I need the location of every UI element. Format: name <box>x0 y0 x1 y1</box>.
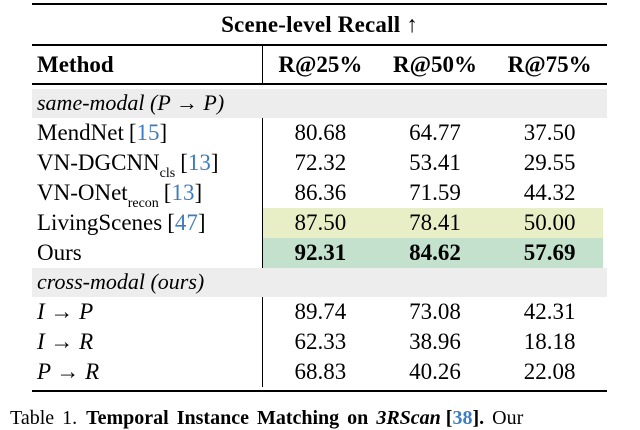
value-r25: 80.68 <box>294 119 347 145</box>
second-best-highlight: 87.50 78.41 50.00 <box>263 207 607 238</box>
value-r75: 44.32 <box>523 179 576 205</box>
caption-title: Temporal Instance Matching on <box>86 407 377 429</box>
table-row-vn-dgcnn: VN-DGCNN cls[13] 72.32 53.41 29.55 <box>32 147 607 180</box>
method-cell: I → R <box>32 326 263 357</box>
value-r25: 86.36 <box>294 179 347 205</box>
method-cell: MendNet[15] <box>32 117 263 148</box>
cite-bracket: ] <box>472 407 480 429</box>
caption-label: Table 1. <box>10 407 78 429</box>
method-name: LivingScenes <box>37 209 163 235</box>
value-r75: 29.55 <box>523 149 576 175</box>
section-header-cross-modal: cross-modal (ours) <box>32 267 607 297</box>
cite-bracket: [ <box>128 119 137 145</box>
table-top-rule <box>32 3 607 6</box>
value-r50: 71.59 <box>409 179 461 205</box>
table-title: Scene-level Recall ↑ <box>221 11 418 37</box>
value-r50: 73.08 <box>409 298 461 324</box>
table-row-image-to-points: I → P 89.74 73.08 42.31 <box>32 296 607 327</box>
method-name: Ours <box>37 239 82 265</box>
cite-bracket: ] <box>197 209 206 235</box>
best-highlight: 92.31 84.62 57.69 <box>263 237 607 268</box>
method-cell: VN-DGCNN cls[13] <box>32 147 263 180</box>
method-name: P → R <box>37 358 100 384</box>
cite-bracket: [ <box>163 179 172 205</box>
section-header-same-modal: same-modal (P → P) <box>32 88 607 118</box>
method-name: VN-ONet <box>37 179 128 205</box>
citation-link[interactable]: 13 <box>187 149 211 175</box>
value-r75: 18.18 <box>523 328 576 354</box>
header-col-r25: R@25% <box>278 51 363 77</box>
header-col-r75: R@75% <box>507 51 592 77</box>
value-r75: 57.69 <box>523 239 576 265</box>
method-cell: P → R <box>32 356 263 387</box>
caption-tail: Our <box>484 407 524 429</box>
caption-period: . <box>479 407 485 429</box>
header-col-r50: R@50% <box>393 51 478 77</box>
cite-bracket: [ <box>180 149 188 175</box>
header-method: Method <box>32 46 263 84</box>
title-divider-rule <box>32 44 607 47</box>
table-bottom-rule <box>32 389 607 393</box>
method-cell: LivingScenes[47] <box>32 207 263 238</box>
value-r75: 42.31 <box>523 298 576 324</box>
method-name: VN-DGCNN <box>37 149 160 175</box>
value-r75: 22.08 <box>523 358 576 384</box>
header-divider-rule <box>32 83 607 85</box>
value-r75: 50.00 <box>523 209 576 235</box>
value-r50: 53.41 <box>409 149 461 175</box>
table-row-image-to-rescan: I → R 62.33 38.96 18.18 <box>32 326 607 357</box>
caption-dataset: 3RScan <box>376 407 441 429</box>
value-r50: 64.77 <box>409 119 461 145</box>
table-row-points-to-rescan: P → R 68.83 40.26 22.08 <box>32 356 607 387</box>
method-name: MendNet <box>37 119 124 145</box>
cite-bracket: [ <box>445 407 453 429</box>
cite-bracket: ] <box>159 119 168 145</box>
value-r50: 84.62 <box>409 239 461 265</box>
table-header-row: Method R@25% R@50% R@75% <box>32 46 607 84</box>
method-name: I → P <box>37 298 94 324</box>
cite-bracket: ] <box>194 179 203 205</box>
citation-link[interactable]: 13 <box>171 179 195 205</box>
value-r25: 68.83 <box>294 358 347 384</box>
table-row-vn-onet: VN-ONet recon[13] 86.36 71.59 44.32 <box>32 177 607 210</box>
value-r25: 92.31 <box>294 239 347 265</box>
table-caption: Table 1. Temporal Instance Matching on 3R… <box>10 407 640 430</box>
table-row-ours: Ours 92.31 84.62 57.69 <box>32 237 607 268</box>
value-r50: 40.26 <box>409 358 461 384</box>
value-r25: 72.32 <box>294 149 347 175</box>
citation-link[interactable]: 15 <box>136 119 160 145</box>
value-r25: 62.33 <box>294 328 347 354</box>
results-table: Scene-level Recall ↑ Method R@25% R@50% … <box>32 3 607 393</box>
value-r50: 38.96 <box>409 328 461 354</box>
method-name: I → R <box>37 328 94 354</box>
value-r50: 78.41 <box>409 209 461 235</box>
value-r25: 87.50 <box>294 209 347 235</box>
table-row-mendnet: MendNet[15] 80.68 64.77 37.50 <box>32 117 607 148</box>
cite-bracket: [ <box>167 209 175 235</box>
method-cell: VN-ONet recon[13] <box>32 177 263 210</box>
citation-link[interactable]: 38 <box>452 407 473 429</box>
value-r25: 89.74 <box>294 298 347 324</box>
method-cell: I → P <box>32 296 263 327</box>
table-row-livingscenes: LivingScenes[47] 87.50 78.41 50.00 <box>32 207 607 238</box>
method-cell: Ours <box>32 237 263 268</box>
value-r75: 37.50 <box>523 119 576 145</box>
citation-link[interactable]: 47 <box>174 209 198 235</box>
cite-bracket: ] <box>210 149 219 175</box>
